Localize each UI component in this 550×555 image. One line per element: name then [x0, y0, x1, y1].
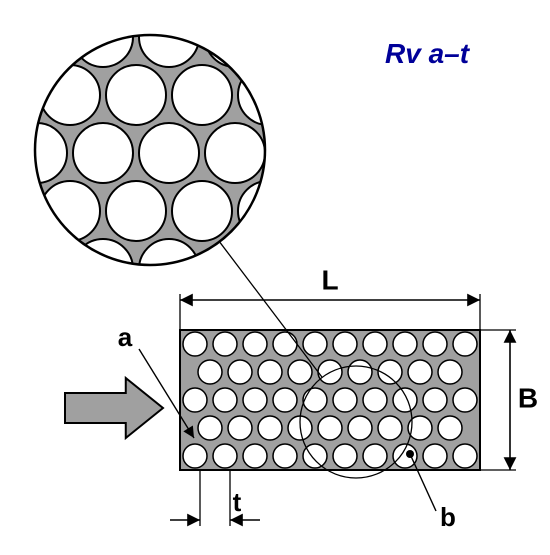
perforation-hole	[273, 444, 297, 468]
perforation-hole	[333, 444, 357, 468]
perforation-hole	[228, 360, 252, 384]
perforation-hole	[393, 388, 417, 412]
direction-arrow	[65, 378, 163, 438]
perforation-hole	[363, 444, 387, 468]
perforation-hole	[423, 444, 447, 468]
perforation-hole	[288, 360, 312, 384]
svg-text:B: B	[518, 382, 538, 413]
perforation-hole	[303, 388, 327, 412]
perforation-hole	[243, 332, 267, 356]
perforation-hole	[213, 444, 237, 468]
perforation-hole	[318, 416, 342, 440]
perforation-hole	[213, 388, 237, 412]
perforation-hole	[393, 332, 417, 356]
perforation-hole	[243, 444, 267, 468]
diagram-title: Rv a–t	[385, 38, 469, 70]
perforation-hole	[183, 332, 207, 356]
svg-text:L: L	[321, 264, 338, 295]
perforation-hole	[198, 416, 222, 440]
perforation-hole	[258, 360, 282, 384]
diagram-svg: L Bt a b	[0, 0, 550, 550]
perforation-hole	[378, 416, 402, 440]
svg-text:b: b	[440, 502, 456, 532]
svg-text:t: t	[233, 487, 242, 517]
perforation-hole	[258, 416, 282, 440]
perforation-hole	[333, 388, 357, 412]
perforation-hole	[438, 416, 462, 440]
perforation-hole	[183, 388, 207, 412]
perforation-hole	[348, 360, 372, 384]
perforation-hole	[453, 388, 477, 412]
perforation-hole	[453, 332, 477, 356]
perforation-hole	[273, 332, 297, 356]
perforation-hole	[243, 388, 267, 412]
perforation-hole	[423, 388, 447, 412]
perforation-hole	[273, 388, 297, 412]
perforation-hole	[453, 444, 477, 468]
perforation-hole	[348, 416, 372, 440]
diagram-stage: Rv a–t L Bt a b	[0, 0, 550, 550]
perforation-hole	[438, 360, 462, 384]
perforation-hole	[363, 388, 387, 412]
perforation-hole	[333, 332, 357, 356]
perforation-hole	[363, 332, 387, 356]
svg-text:a: a	[118, 322, 133, 352]
magnifier-view	[0, 0, 430, 299]
perforation-hole	[183, 444, 207, 468]
perforation-hole	[198, 360, 222, 384]
perforation-hole	[423, 332, 447, 356]
perforation-hole	[303, 332, 327, 356]
perforation-hole	[408, 360, 432, 384]
perforation-hole	[213, 332, 237, 356]
perforation-hole	[228, 416, 252, 440]
